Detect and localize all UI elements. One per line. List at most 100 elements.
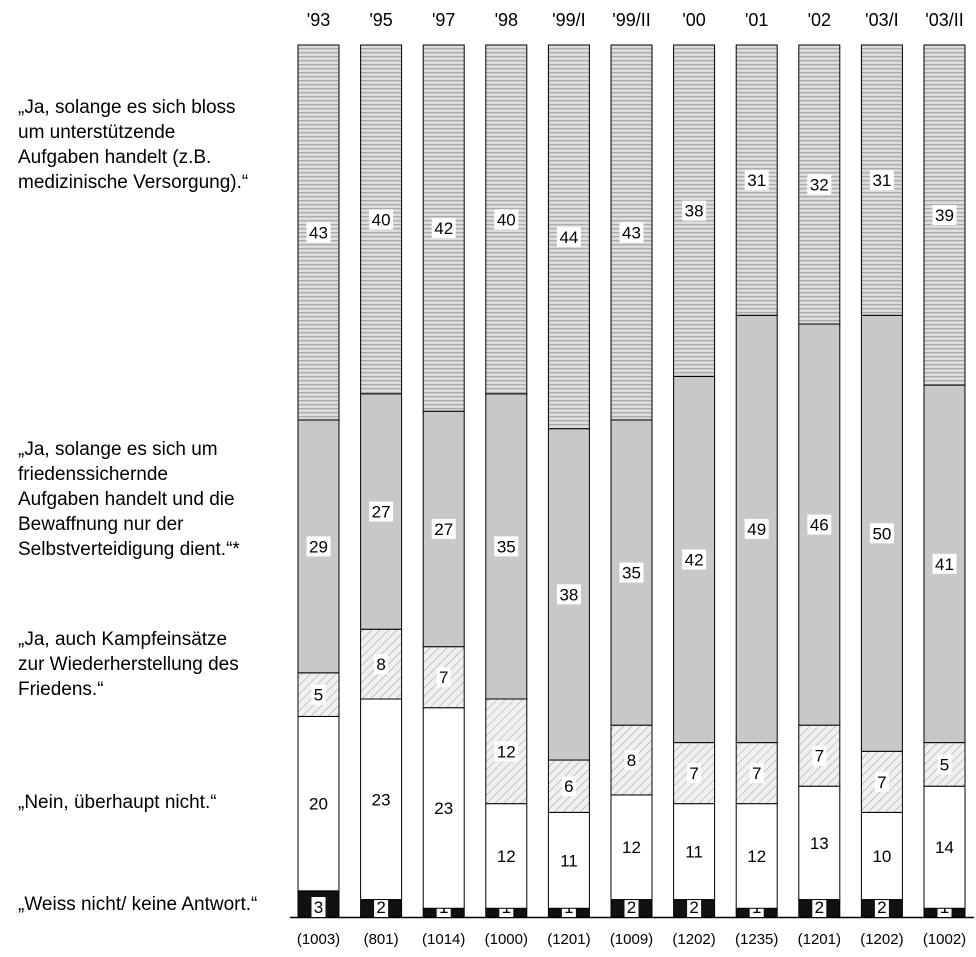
- data-label: 5: [940, 755, 949, 774]
- data-label: 11: [560, 851, 578, 870]
- category-label: '93: [307, 10, 330, 30]
- category-label: '97: [432, 10, 455, 30]
- data-label: 14: [935, 838, 954, 857]
- data-label: 7: [877, 773, 886, 792]
- sample-size-label: (1014): [422, 931, 465, 948]
- data-label-background: [932, 837, 957, 858]
- data-label: 42: [685, 550, 704, 569]
- data-label: 7: [815, 747, 824, 766]
- data-label: 40: [372, 210, 391, 229]
- data-label: 23: [372, 790, 391, 809]
- data-label-background: [494, 741, 519, 762]
- data-label-background: [807, 832, 832, 853]
- data-label: 43: [309, 223, 328, 242]
- data-label-background: [369, 501, 394, 522]
- data-label-background: [937, 754, 952, 775]
- data-label-background: [869, 170, 894, 191]
- data-label-background: [869, 845, 894, 866]
- sample-size-label: (1201): [798, 931, 841, 948]
- bar-segment-peacekeeping: [735, 314, 778, 744]
- legend-label-support-only: „Ja, solange es sich bloss um unterstütz…: [18, 97, 249, 193]
- data-label-background: [624, 897, 639, 917]
- category-label: '99/II: [612, 10, 650, 30]
- data-label-background: [369, 209, 394, 230]
- category-label: '98: [495, 10, 518, 30]
- sample-size-label: (1000): [485, 931, 528, 948]
- sample-size-label: (1202): [860, 931, 903, 948]
- data-label-background: [494, 209, 519, 230]
- sample-size-label: (1202): [672, 931, 715, 948]
- data-label-background: [687, 897, 702, 917]
- data-label: 11: [685, 843, 703, 862]
- data-label: 8: [627, 751, 636, 770]
- data-label-background: [431, 218, 456, 239]
- data-label-background: [556, 226, 581, 247]
- bar-segment-no: [610, 794, 653, 901]
- data-label: 38: [685, 202, 704, 221]
- data-label: 2: [376, 898, 385, 917]
- sample-size-label: (1002): [923, 931, 966, 948]
- category-label: '95: [369, 10, 392, 30]
- data-label: 7: [752, 764, 761, 783]
- data-label-background: [306, 536, 331, 557]
- legend-label-peacekeeping-self-defense: „Ja, solange es sich um friedenssichernd…: [18, 439, 240, 560]
- data-label-background: [812, 897, 827, 917]
- data-label: 49: [747, 520, 766, 539]
- data-label-background: [369, 789, 394, 810]
- data-label: 41: [935, 555, 954, 574]
- data-label: 2: [877, 898, 886, 917]
- data-label-background: [682, 549, 707, 570]
- data-label-background: [374, 897, 389, 917]
- category-label: '01: [745, 10, 768, 30]
- data-label: 10: [872, 847, 891, 866]
- data-label-background: [744, 518, 769, 539]
- data-label: 42: [434, 219, 453, 238]
- data-label: 2: [815, 898, 824, 917]
- sample-size-label: (801): [364, 931, 399, 948]
- data-label: 6: [564, 777, 573, 796]
- data-label-background: [431, 518, 456, 539]
- data-label-background: [494, 536, 519, 557]
- sample-size-label: (1003): [297, 931, 340, 948]
- legend-label-combat-missions: „Ja, auch Kampfeinsätze zur Wiederherste…: [18, 629, 239, 700]
- legend-label-dont-know: „Weiss nicht/ keine Antwort.“: [18, 894, 258, 915]
- bar-segment-support: [485, 44, 528, 395]
- data-label: 20: [309, 795, 328, 814]
- data-label-background: [682, 200, 707, 221]
- data-label-background: [436, 667, 451, 688]
- data-label-background: [874, 771, 889, 792]
- data-label: 12: [747, 847, 766, 866]
- data-label: 40: [497, 210, 516, 229]
- data-label: 35: [497, 537, 516, 556]
- data-label: 23: [434, 799, 453, 818]
- data-label-background: [744, 170, 769, 191]
- category-label: '99/I: [552, 10, 585, 30]
- data-label-background: [311, 897, 326, 917]
- data-label-background: [561, 776, 576, 797]
- data-label: 29: [309, 537, 328, 556]
- category-label: '03/II: [925, 10, 963, 30]
- data-label-background: [311, 684, 326, 705]
- data-label-background: [306, 793, 331, 814]
- data-label: 2: [689, 898, 698, 917]
- data-label-background: [682, 841, 707, 862]
- legend-label-no-not-at-all: „Nein, überhaupt nicht.“: [18, 792, 217, 813]
- data-label: 12: [497, 847, 516, 866]
- sample-size-label: (1009): [610, 931, 653, 948]
- data-label: 32: [810, 176, 829, 195]
- data-label: 50: [872, 524, 891, 543]
- data-label: 44: [559, 228, 578, 247]
- data-label-background: [494, 845, 519, 866]
- data-label: 27: [434, 520, 453, 539]
- data-label-background: [556, 850, 581, 871]
- category-label: '02: [808, 10, 831, 30]
- data-label-background: [624, 750, 639, 771]
- data-label-background: [812, 745, 827, 766]
- data-label-background: [744, 845, 769, 866]
- data-label: 5: [314, 686, 323, 705]
- data-label-background: [306, 222, 331, 243]
- data-label-background: [687, 763, 702, 784]
- data-label: 12: [497, 742, 516, 761]
- data-label-background: [619, 222, 644, 243]
